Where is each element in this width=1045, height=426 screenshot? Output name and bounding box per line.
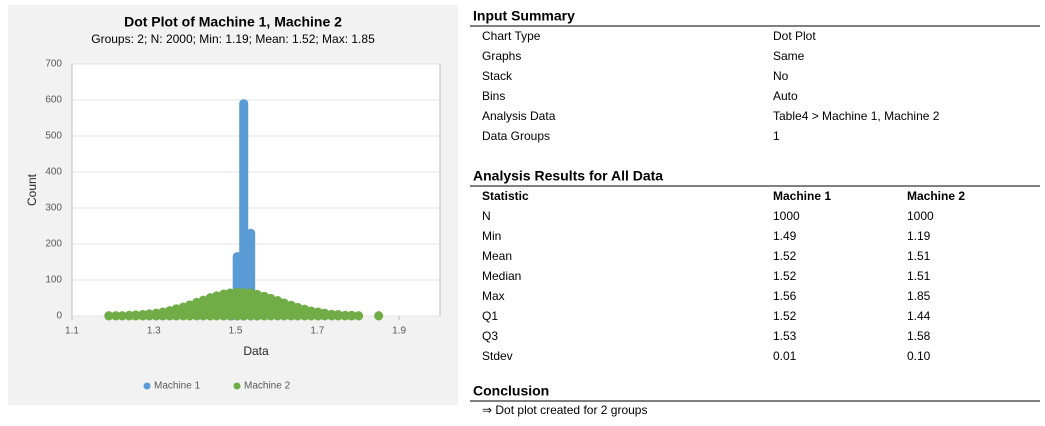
x-tick-label: 1.3 xyxy=(147,326,161,337)
y-axis-title: Count xyxy=(25,173,39,206)
dot-stack xyxy=(327,309,337,321)
dot-stack xyxy=(212,291,222,321)
dot-stack xyxy=(333,310,343,321)
result-cell: 1.52 xyxy=(773,249,797,263)
result-cell: 1.53 xyxy=(773,329,797,343)
dot-stack xyxy=(131,310,141,321)
plot-area xyxy=(71,63,441,317)
dot-stack xyxy=(171,304,181,321)
result-cell: 1000 xyxy=(907,209,934,223)
dot-stack xyxy=(239,99,249,321)
section-title: Analysis Results for All Data xyxy=(473,168,663,184)
result-cell: Mean xyxy=(482,249,512,263)
result-cell: Median xyxy=(482,269,521,283)
y-tick-label: 200 xyxy=(45,239,62,250)
result-cell: Q3 xyxy=(482,329,498,343)
chart-title: Dot Plot of Machine 1, Machine 2 xyxy=(124,14,342,30)
dot-stack xyxy=(144,309,154,321)
legend-marker xyxy=(143,382,151,390)
dot-stack xyxy=(354,311,364,321)
summary-cell: Graphs xyxy=(482,49,521,63)
result-cell: 1.56 xyxy=(773,289,797,303)
y-tick-label: 0 xyxy=(56,311,62,322)
y-tick-label: 500 xyxy=(45,131,62,142)
result-cell: 1.85 xyxy=(907,289,931,303)
dot-stack xyxy=(158,307,168,321)
dot-stack xyxy=(111,311,121,321)
x-tick-label: 1.5 xyxy=(229,326,243,337)
dot-stack xyxy=(279,298,289,321)
result-cell: 1.49 xyxy=(773,229,797,243)
summary-cell: No xyxy=(773,69,789,83)
y-tick-label: 600 xyxy=(45,95,62,106)
y-tick-label: 100 xyxy=(45,275,62,286)
result-cell: 1.52 xyxy=(773,269,797,283)
summary-cell: Analysis Data xyxy=(482,109,556,123)
summary-cell: Bins xyxy=(482,89,505,103)
conclusion-text: ⇒ Dot plot created for 2 groups xyxy=(482,403,647,417)
summary-cell: Dot Plot xyxy=(773,29,816,43)
summary-cell: Table4 > Machine 1, Machine 2 xyxy=(773,109,940,123)
legend-marker xyxy=(233,382,241,390)
dot-stack xyxy=(340,310,350,321)
legend-label: Machine 2 xyxy=(244,381,291,392)
legend-label: Machine 1 xyxy=(154,381,201,392)
dot-stack xyxy=(252,289,262,321)
x-tick-label: 1.1 xyxy=(65,326,79,337)
dot-stack xyxy=(347,310,357,321)
dot-stack xyxy=(239,288,249,321)
dot-stack xyxy=(266,293,276,321)
summary-cell: Stack xyxy=(482,69,513,83)
summary-cell: Auto xyxy=(773,89,798,103)
x-tick-label: 1.9 xyxy=(392,326,406,337)
section-title: Conclusion xyxy=(473,383,549,399)
result-cell: 1.51 xyxy=(907,269,931,283)
result-cell: 1000 xyxy=(773,209,800,223)
section-title: Input Summary xyxy=(473,8,575,24)
x-tick-label: 1.7 xyxy=(310,326,324,337)
result-header: Statistic xyxy=(482,189,529,203)
result-cell: Max xyxy=(482,289,505,303)
dot-stack xyxy=(124,310,134,321)
dot-stack xyxy=(374,311,384,321)
summary-cell: Chart Type xyxy=(482,29,541,43)
result-cell: Min xyxy=(482,229,501,243)
result-cell: 0.01 xyxy=(773,349,797,363)
result-cell: N xyxy=(482,209,491,223)
y-tick-label: 300 xyxy=(45,203,62,214)
result-cell: 1.44 xyxy=(907,309,931,323)
result-header: Machine 2 xyxy=(907,189,965,203)
dot-stack xyxy=(225,288,235,321)
dot-stack xyxy=(320,308,330,321)
dot-stack xyxy=(117,311,127,321)
result-cell: Q1 xyxy=(482,309,498,323)
dot-stack xyxy=(306,306,316,321)
summary-cell: Same xyxy=(773,49,805,63)
dot-stack xyxy=(293,302,303,321)
summary-cell: Data Groups xyxy=(482,129,550,143)
result-cell: 1.58 xyxy=(907,329,931,343)
y-tick-label: 700 xyxy=(45,59,62,70)
y-tick-label: 400 xyxy=(45,167,62,178)
result-header: Machine 1 xyxy=(773,189,831,203)
result-cell: 0.10 xyxy=(907,349,931,363)
result-cell: 1.52 xyxy=(773,309,797,323)
dot-stack xyxy=(104,311,114,321)
x-axis-title: Data xyxy=(243,344,269,358)
chart-subtitle: Groups: 2; N: 2000; Min: 1.19; Mean: 1.5… xyxy=(91,32,375,46)
result-cell: 1.51 xyxy=(907,249,931,263)
result-cell: 1.19 xyxy=(907,229,931,243)
result-cell: Stdev xyxy=(482,349,513,363)
dot-stack xyxy=(185,300,195,321)
dot-stack xyxy=(198,295,208,321)
summary-cell: 1 xyxy=(773,129,780,143)
